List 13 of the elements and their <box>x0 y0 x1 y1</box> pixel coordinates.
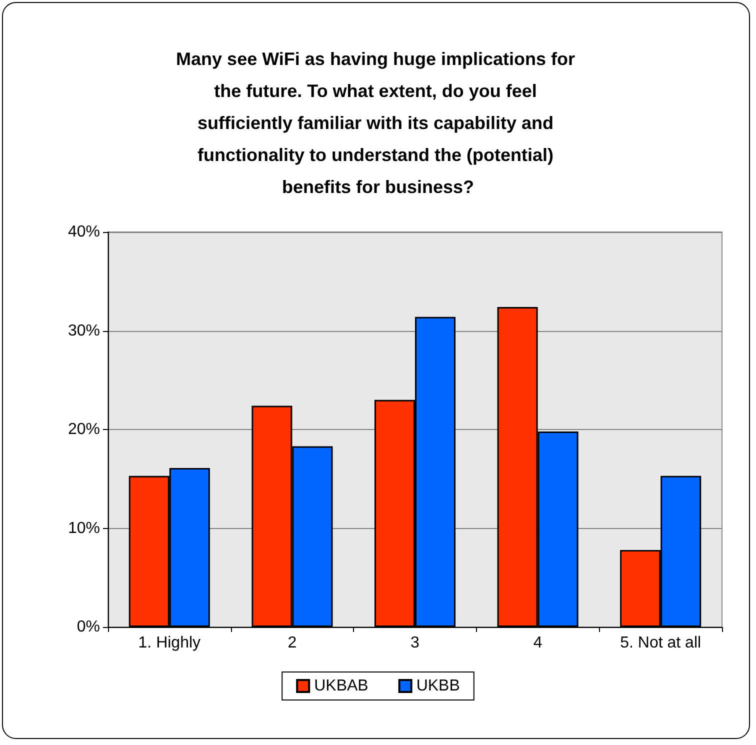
y-tick-label: 0% <box>76 618 100 636</box>
x-tick-label: 2 <box>288 634 297 652</box>
x-tick-label: 5. Not at all <box>620 634 702 652</box>
y-tick-label: 10% <box>68 520 100 537</box>
legend-label: UKBAB <box>314 678 368 694</box>
x-tick-label: 1. Highly <box>138 634 201 652</box>
y-tick-label: 20% <box>68 421 100 438</box>
y-tick-label: 30% <box>68 322 100 340</box>
legend-label: UKBB <box>416 678 460 694</box>
x-tick-label: 4 <box>533 634 542 652</box>
x-tick-label: 3 <box>410 634 420 652</box>
y-tick-label: 40% <box>68 224 100 240</box>
chart-title: Many see WiFi as having huge implications for the future. To what extent, do you feel sufficiently familiar with its capability and functionality to understand the (potential) benefits for business? <box>176 49 580 197</box>
